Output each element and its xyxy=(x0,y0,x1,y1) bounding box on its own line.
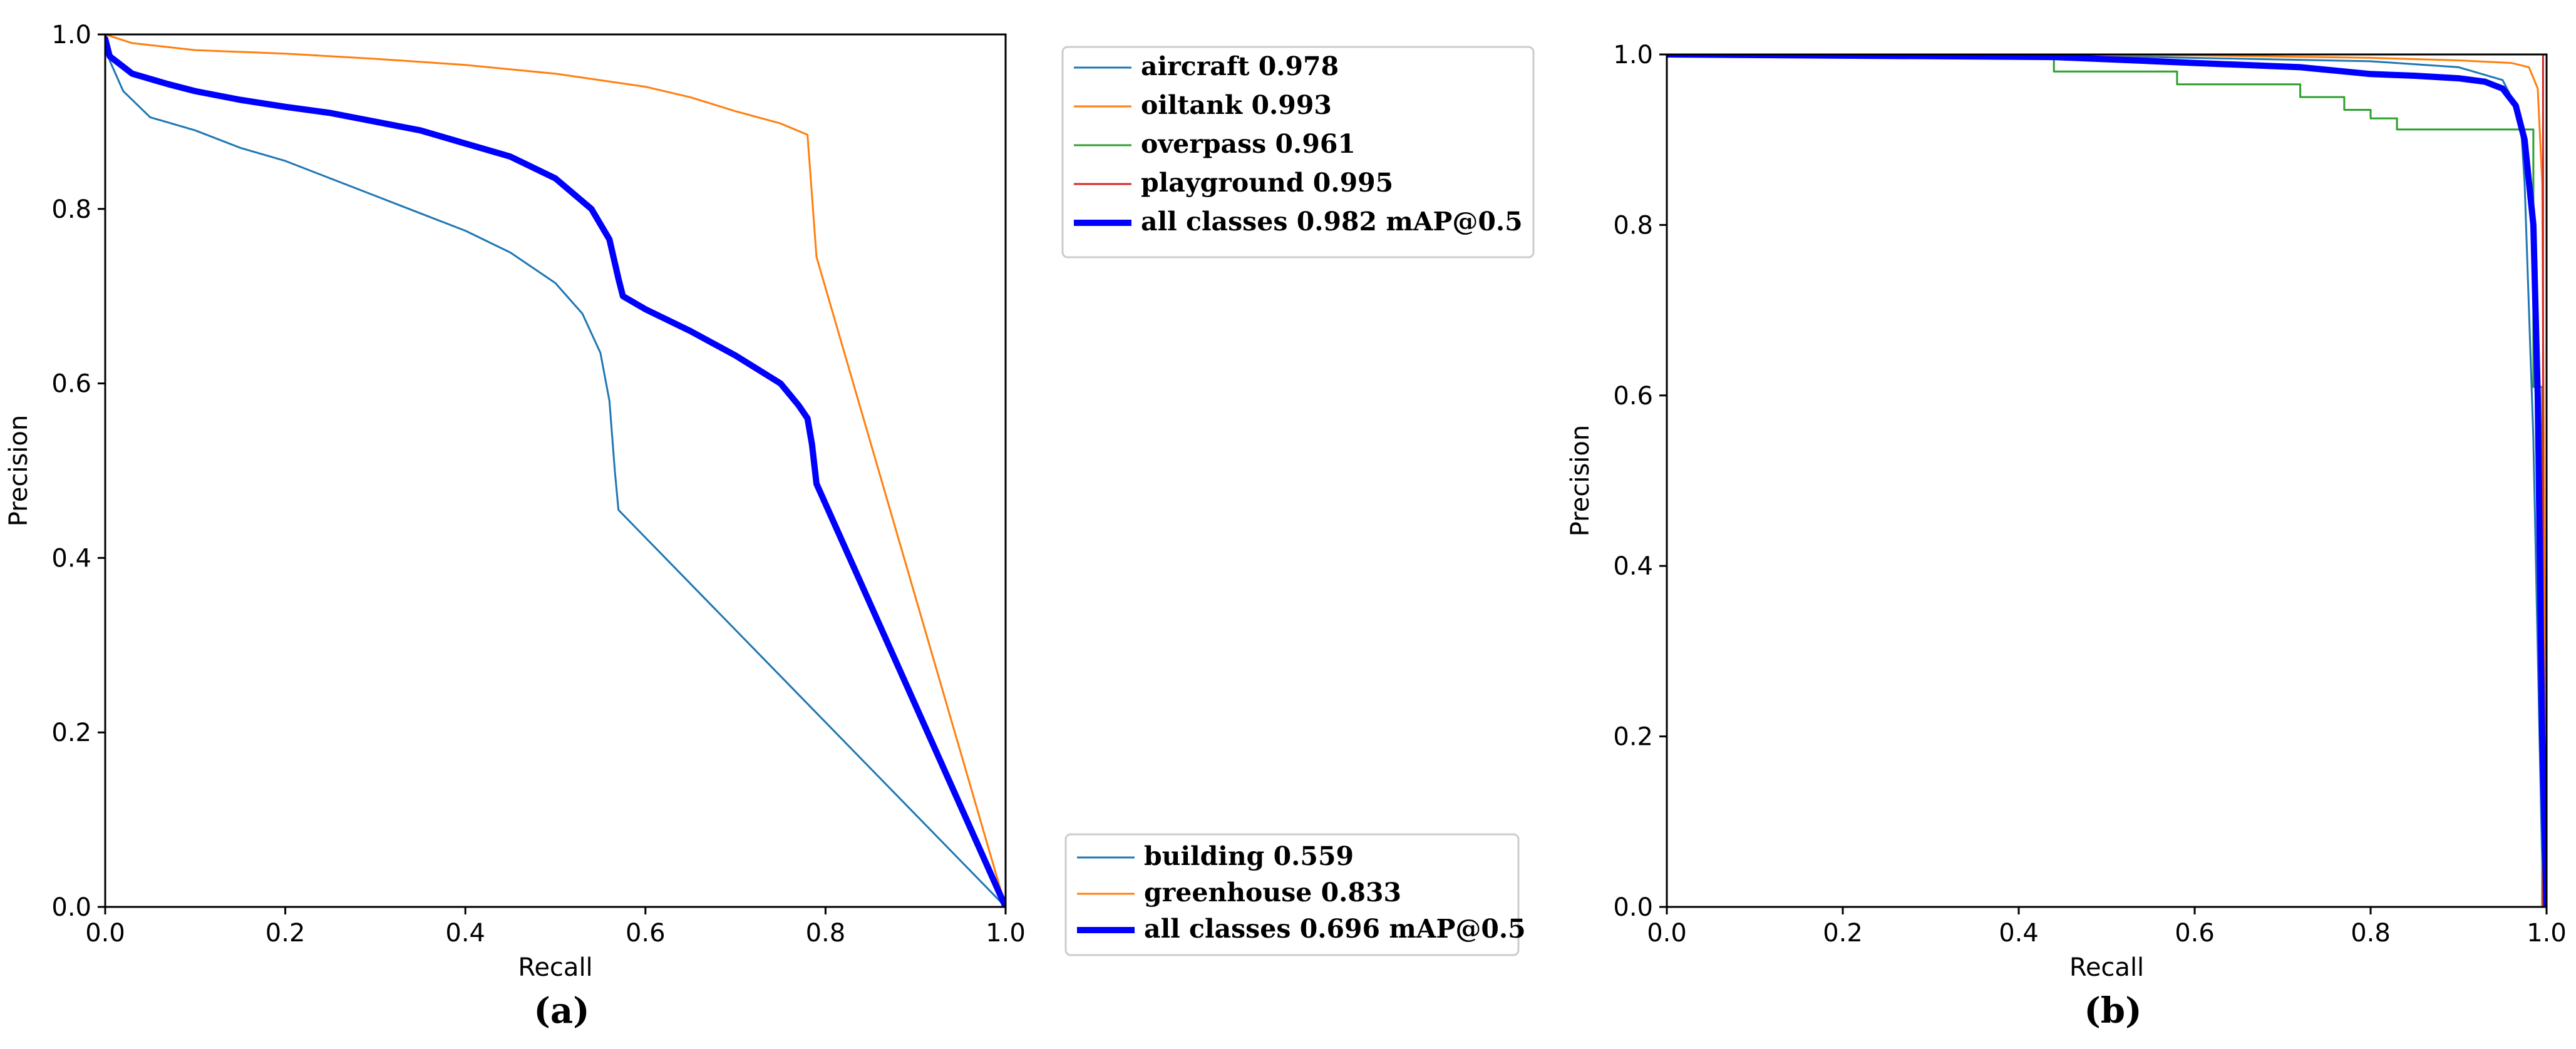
x-tick-label-b-0: 0.0 xyxy=(1647,919,1687,948)
x-tick-label-a-3: 0.6 xyxy=(626,919,666,948)
legend-a-2: building 0.559 greenhouse 0.833 all classe… xyxy=(1064,833,1526,956)
x-tick-label-a-2: 0.4 xyxy=(445,919,485,948)
y-tick-label-a-2: 0.4 xyxy=(51,544,91,573)
y-tick-label-b-5: 1.0 xyxy=(1613,41,1653,69)
x-tick-label-b-4: 0.8 xyxy=(2351,919,2391,948)
panel-label-b: (b) xyxy=(2084,990,2141,1031)
x-tick-label-a-4: 0.8 xyxy=(806,919,846,948)
series-line-a-5 xyxy=(105,34,1006,907)
series-group-b xyxy=(1667,54,2547,907)
y-tick-label-b-4: 0.8 xyxy=(1613,211,1653,240)
x-tick-label-b-1: 0.2 xyxy=(1823,919,1863,948)
y-tick-label-b-2: 0.4 xyxy=(1613,552,1653,581)
series-line-b-1 xyxy=(1667,54,2547,907)
y-tick-label-b-3: 0.6 xyxy=(1613,382,1653,411)
legend-label-a-3: playground 0.995 xyxy=(1141,168,1393,198)
panel-label-a: (a) xyxy=(533,990,589,1031)
y-tick-label-a-3: 0.6 xyxy=(51,370,91,399)
x-tick-label-a-5: 1.0 xyxy=(986,919,1026,948)
panel-a-chart: 0.0 0.2 0.4 0.6 0.8 1.0 0.0 0.2 0.4 0.6 0.8 1.0 Reca… xyxy=(4,21,1535,1031)
legend-a-1: aircraft 0.978 oiltank 0.993 overpass 0.96… xyxy=(1061,46,1535,258)
plot-frame-b xyxy=(1666,53,2548,908)
x-tick-label-a-1: 0.2 xyxy=(265,919,306,948)
series-line-b-4 xyxy=(1667,54,2547,907)
y-tick-label-a-0: 0.0 xyxy=(51,893,91,922)
x-axis-label-a: Recall xyxy=(518,953,592,982)
y-tick-label-b-1: 0.2 xyxy=(1613,723,1653,752)
x-axis-label-b: Recall xyxy=(2069,953,2144,982)
legend-box-a-1 xyxy=(1061,46,1535,258)
legend-label-a-2: overpass 0.961 xyxy=(1141,129,1356,159)
legend-label-a-7: all classes 0.696 mAP@0.5 xyxy=(1144,914,1526,944)
legend-label-a-0: aircraft 0.978 xyxy=(1141,51,1339,81)
y-axis-label-a: Precision xyxy=(4,415,33,526)
x-tick-label-b-2: 0.4 xyxy=(1999,919,2039,948)
plot-frame-a xyxy=(104,33,1007,908)
legend-label-a-1: oiltank 0.993 xyxy=(1141,90,1332,120)
panel-b-chart: 0.0 0.2 0.4 0.6 0.8 1.0 0.0 0.2 0.4 0.6 0.8 1.0 Reca… xyxy=(1566,41,2567,1031)
x-tick-label-a-0: 0.0 xyxy=(85,919,125,948)
x-tick-label-b-3: 0.6 xyxy=(2175,919,2215,948)
legend-label-a-6: greenhouse 0.833 xyxy=(1144,878,1401,908)
plot-area-b xyxy=(1667,54,2547,907)
plot-area-a xyxy=(105,34,1006,907)
y-tick-label-a-5: 1.0 xyxy=(51,21,91,49)
y-tick-label-a-4: 0.8 xyxy=(51,195,91,224)
legend-label-a-5: building 0.559 xyxy=(1144,841,1354,871)
series-line-a-6 xyxy=(105,34,1006,907)
y-axis-label-b: Precision xyxy=(1566,425,1595,536)
series-group-a xyxy=(105,34,1006,907)
y-tick-label-a-1: 0.2 xyxy=(51,719,91,747)
legend-box-a-2 xyxy=(1064,833,1520,956)
legend-label-a-4: all classes 0.982 mAP@0.5 xyxy=(1141,207,1523,237)
y-tick-label-b-0: 0.0 xyxy=(1613,893,1653,922)
x-tick-label-b-5: 1.0 xyxy=(2527,919,2567,948)
series-line-a-7 xyxy=(105,36,1006,907)
